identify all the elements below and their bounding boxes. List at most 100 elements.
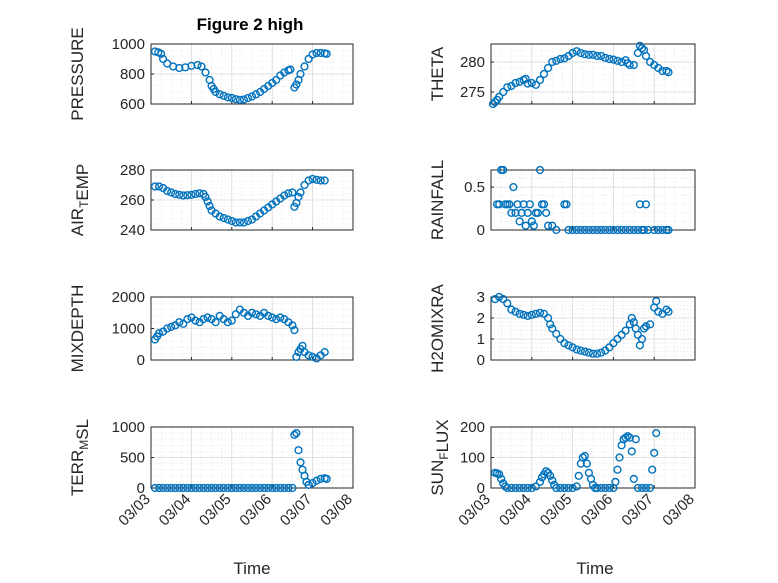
- data-point: [572, 482, 581, 491]
- data-point: [637, 44, 647, 53]
- data-point: [203, 313, 212, 322]
- data-point: [633, 330, 643, 339]
- data-point: [286, 65, 295, 74]
- data-point: [239, 218, 249, 227]
- data-point: [175, 63, 184, 73]
- data-point: [564, 483, 573, 493]
- data-point: [576, 48, 585, 58]
- data-point: [521, 221, 530, 230]
- data-point: [572, 47, 581, 56]
- y-axis-label: RAINFALL: [428, 160, 447, 240]
- data-point: [556, 483, 565, 493]
- data-point: [588, 349, 598, 358]
- data-point: [519, 483, 528, 493]
- data-point: [179, 483, 188, 493]
- data-point: [195, 189, 204, 198]
- data-point: [605, 343, 614, 352]
- data-point: [175, 318, 184, 327]
- data-point: [654, 225, 663, 235]
- data-point: [654, 307, 663, 316]
- data-point: [621, 326, 630, 335]
- data-point: [627, 447, 636, 456]
- data-point: [650, 448, 659, 458]
- data-point: [664, 68, 673, 77]
- y-axis-label: SUNFLUX: [428, 419, 452, 495]
- data-point: [211, 87, 220, 97]
- data-point: [572, 345, 581, 354]
- data-point: [507, 208, 516, 218]
- data-point: [167, 483, 176, 493]
- subplot-4: [490, 169, 696, 231]
- data-point: [223, 483, 232, 493]
- axes-border: [490, 296, 696, 361]
- x-tick-label: 03/03: [115, 491, 154, 530]
- data-point: [613, 56, 622, 65]
- data-point: [511, 78, 520, 88]
- data-point: [251, 310, 261, 319]
- data-point: [601, 225, 610, 235]
- data-point: [523, 79, 532, 88]
- data-point: [621, 433, 630, 442]
- data-point: [312, 476, 321, 485]
- data-point: [641, 51, 651, 61]
- data-point: [597, 225, 606, 235]
- data-point: [312, 175, 321, 184]
- data-point: [175, 190, 184, 199]
- data-point: [308, 352, 317, 362]
- data-point: [541, 208, 551, 218]
- data-point: [235, 218, 245, 227]
- data-point: [546, 320, 555, 329]
- data-point: [167, 188, 176, 197]
- data-point: [505, 200, 514, 209]
- data-point: [503, 299, 512, 308]
- data-point: [187, 483, 196, 493]
- data-point: [203, 197, 212, 206]
- data-point: [191, 483, 200, 493]
- data-point: [304, 480, 313, 490]
- x-tick-label: 03/07: [277, 491, 316, 530]
- data-point: [264, 311, 273, 321]
- data-point: [613, 334, 622, 344]
- data-point: [155, 182, 164, 191]
- x-tick-label: 03/04: [496, 491, 535, 530]
- data-point: [292, 429, 301, 438]
- data-point: [664, 225, 673, 235]
- data-point: [564, 225, 573, 235]
- data-point: [621, 225, 630, 235]
- data-point: [639, 225, 649, 235]
- data-point: [227, 93, 236, 103]
- data-point: [163, 186, 172, 196]
- data-point: [576, 225, 585, 235]
- data-point: [546, 471, 555, 480]
- data-point: [601, 483, 610, 493]
- data-point: [576, 346, 585, 355]
- data-point: [193, 60, 202, 70]
- data-point: [157, 49, 166, 58]
- data-point: [564, 341, 573, 350]
- data-point: [592, 483, 602, 493]
- y-tick-label: 275: [460, 84, 485, 101]
- data-point: [523, 311, 532, 321]
- data-point: [290, 326, 299, 335]
- data-point: [613, 465, 622, 474]
- x-tick-label: 03/03: [455, 491, 494, 530]
- data-point: [488, 99, 498, 109]
- data-point: [560, 54, 569, 63]
- data-point: [294, 192, 303, 202]
- data-point: [272, 483, 281, 493]
- data-point: [260, 483, 269, 493]
- data-point: [662, 305, 671, 314]
- data-point: [648, 465, 657, 474]
- data-point: [155, 483, 164, 493]
- y-tick-label: 800: [120, 66, 145, 83]
- data-point: [552, 329, 561, 338]
- data-point: [251, 90, 261, 99]
- data-point: [552, 56, 561, 65]
- data-point: [629, 474, 638, 484]
- data-point: [223, 318, 232, 327]
- data-point: [215, 90, 224, 99]
- x-tick-label: 03/05: [537, 491, 576, 530]
- data-point: [288, 188, 297, 197]
- y-tick-label: 0.5: [464, 179, 485, 196]
- data-point: [627, 313, 636, 323]
